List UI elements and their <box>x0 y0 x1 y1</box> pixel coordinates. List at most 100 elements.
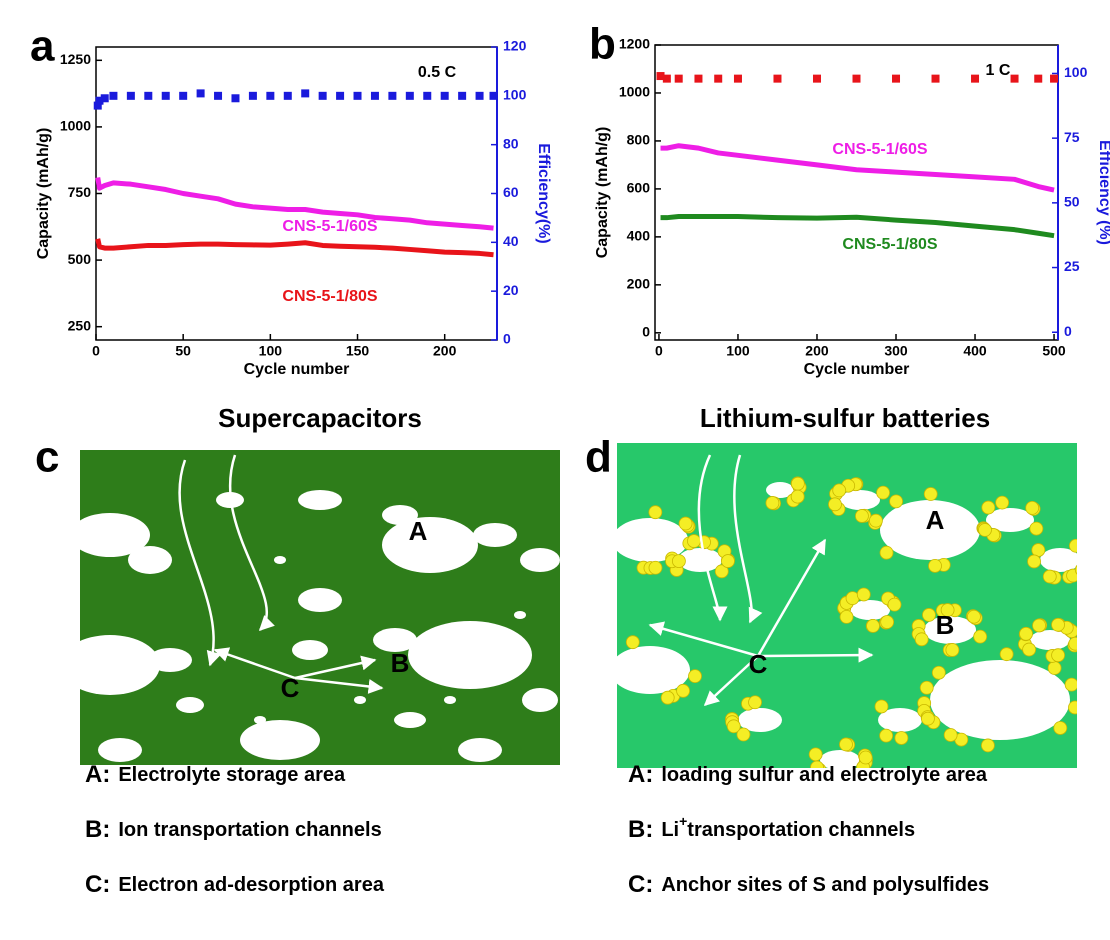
flow-arrow <box>178 459 222 667</box>
efficiency-marker <box>489 91 498 100</box>
capacity-line <box>95 177 494 231</box>
efficiency-marker <box>733 74 742 83</box>
sulfur-particle <box>810 760 824 768</box>
sulfur-particle <box>967 609 981 624</box>
caption: B: Li+transportation channels <box>628 813 915 844</box>
pore <box>292 640 328 660</box>
sulfur-particle <box>828 497 842 512</box>
y2-tick-label: 100 <box>503 87 527 103</box>
pointer-arrow <box>648 621 759 658</box>
sulfur-particle <box>721 554 735 568</box>
y-tick-label: 200 <box>627 276 651 292</box>
x-tick-label: 200 <box>433 343 457 359</box>
y2-tick-label: 80 <box>503 135 519 151</box>
y2-tick-label: 50 <box>1064 194 1080 210</box>
capacity-line <box>660 143 1055 193</box>
efficiency-marker <box>931 74 940 83</box>
caption-text: Anchor sites of S and polysulfides <box>661 874 989 896</box>
y-tick-label: 800 <box>627 132 651 148</box>
y-tick-label: 1000 <box>619 84 650 100</box>
pore <box>274 556 286 564</box>
caption-superscript: + <box>679 813 687 829</box>
y2-tick-label: 20 <box>503 282 519 298</box>
sulfur-particle <box>889 494 904 509</box>
y2-tick-label: 40 <box>503 233 519 249</box>
sulfur-particle <box>1022 642 1037 657</box>
pore <box>240 720 320 760</box>
efficiency-marker <box>773 74 782 83</box>
panel-letter: c <box>35 433 59 482</box>
efficiency-marker <box>475 91 484 100</box>
flow-arrow <box>697 454 728 622</box>
panel-letter: a <box>30 22 55 71</box>
pore <box>840 490 880 510</box>
sulfur-particle <box>940 603 955 617</box>
sulfur-particle <box>981 738 995 753</box>
efficiency-marker <box>231 94 240 103</box>
sulfur-particle <box>894 731 909 745</box>
sulfur-particle <box>869 513 883 528</box>
sulfur-particle <box>625 635 640 650</box>
sulfur-particle <box>1068 700 1077 715</box>
x-tick-label: 100 <box>726 343 750 359</box>
sulfur-particle <box>660 690 675 705</box>
diagram-c <box>80 450 560 765</box>
caption-key: A: <box>628 761 653 788</box>
sulfur-particle <box>978 523 992 537</box>
x-axis-label: Cycle number <box>804 361 910 378</box>
annotation: 0.5 C <box>418 64 457 81</box>
caption: A: Electrolyte storage area <box>85 761 346 788</box>
sulfur-particle <box>839 609 854 624</box>
sulfur-particle <box>981 500 996 515</box>
caption-key: C: <box>628 871 653 898</box>
pore <box>458 738 502 762</box>
pore <box>522 688 558 712</box>
pore <box>820 750 860 768</box>
efficiency-marker <box>109 91 118 100</box>
x-tick-label: 100 <box>259 343 283 359</box>
x-tick-label: 0 <box>655 343 663 359</box>
region-label: C <box>281 673 300 703</box>
caption: C: Anchor sites of S and polysulfides <box>628 871 989 898</box>
x-tick-label: 400 <box>963 343 987 359</box>
diagram-title: Supercapacitors <box>218 403 422 433</box>
sulfur-particle <box>1074 564 1077 575</box>
y-tick-label: 250 <box>68 317 92 333</box>
x-tick-label: 0 <box>92 343 100 359</box>
pore <box>80 513 150 557</box>
pore <box>254 716 266 724</box>
efficiency-marker <box>353 91 362 100</box>
series-label: CNS-5-1/80S <box>282 288 377 305</box>
pore <box>298 490 342 510</box>
pointer-arrow <box>703 655 759 707</box>
pore <box>617 518 688 562</box>
efficiency-marker <box>1010 74 1019 83</box>
pointer-arrow <box>294 655 377 680</box>
caption-key: C: <box>85 871 110 898</box>
y2-axis-label: Efficiency (%) <box>1096 140 1110 245</box>
sulfur-particle <box>726 719 741 734</box>
pore <box>444 696 456 704</box>
sulfur-particle <box>1069 538 1077 553</box>
region-label: A <box>409 516 428 546</box>
y-tick-label: 600 <box>627 180 651 196</box>
sulfur-particle <box>1066 568 1077 583</box>
sulfur-particle <box>1025 500 1040 515</box>
y-tick-label: 1200 <box>619 36 650 52</box>
efficiency-marker <box>248 91 257 100</box>
efficiency-marker <box>161 91 170 100</box>
efficiency-marker <box>318 91 327 100</box>
sulfur-particle <box>1051 617 1065 632</box>
efficiency-marker <box>892 74 901 83</box>
x-tick-label: 200 <box>805 343 829 359</box>
pore <box>878 708 922 732</box>
sulfur-particle <box>648 505 663 520</box>
pore <box>128 546 172 574</box>
efficiency-marker <box>423 91 432 100</box>
sulfur-particle <box>765 496 780 510</box>
sulfur-particle <box>648 560 663 575</box>
efficiency-marker <box>1034 74 1043 83</box>
efficiency-marker <box>971 74 980 83</box>
pore <box>373 628 417 652</box>
y-tick-label: 1000 <box>60 118 91 134</box>
